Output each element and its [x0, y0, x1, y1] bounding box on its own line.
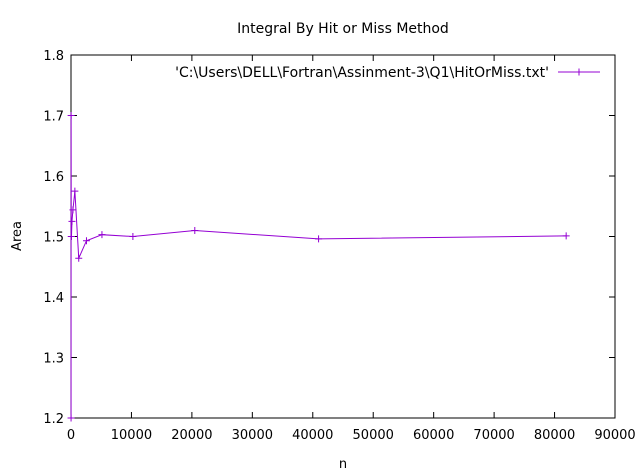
data-point: [71, 187, 79, 195]
data-point: [67, 112, 75, 119]
ticks: 0 10000 20000 30000 40000 50000 60000 70000 8000…: [43, 49, 635, 443]
data-point: [562, 232, 570, 240]
x-tick-label: 10000: [111, 428, 152, 443]
x-tick-label: 90000: [594, 428, 635, 443]
data-point: [67, 233, 75, 240]
y-tick-label: 1.2: [43, 412, 64, 427]
data-point: [82, 237, 90, 245]
data-point: [98, 231, 106, 239]
y-tick-label: 1.3: [43, 352, 64, 367]
data-point: [69, 206, 77, 214]
y-tick-label: 1.6: [43, 170, 64, 185]
y-tick-label: 1.4: [43, 291, 64, 306]
x-tick-label: 20000: [171, 428, 212, 443]
x-tick-label: 0: [67, 428, 75, 443]
legend-label: 'C:\Users\DELL\Fortran\Assinment-3\Q1\Hi…: [175, 65, 549, 81]
x-tick-label: 50000: [353, 428, 394, 443]
data-point: [75, 254, 83, 262]
y-axis-label: Area: [10, 221, 25, 251]
y-tick-label: 1.5: [43, 231, 64, 246]
data-point: [129, 233, 137, 240]
x-tick-label: 30000: [232, 428, 273, 443]
x-tick-label: 80000: [534, 428, 575, 443]
legend-marker: [575, 68, 583, 76]
data-point: [67, 414, 75, 422]
series-layer: [67, 112, 570, 422]
legend: 'C:\Users\DELL\Fortran\Assinment-3\Q1\Hi…: [175, 65, 600, 81]
x-tick-label: 70000: [473, 428, 514, 443]
data-point: [191, 226, 199, 234]
x-tick-label: 40000: [292, 428, 333, 443]
x-tick-label: 60000: [413, 428, 454, 443]
series-line: [70, 115, 567, 419]
data-point: [68, 217, 76, 225]
y-tick-label: 1.8: [43, 49, 64, 64]
y-tick-label: 1.7: [43, 110, 64, 125]
data-point: [315, 235, 323, 243]
chart-title: Integral By Hit or Miss Method: [237, 21, 449, 37]
x-axis-label: n: [339, 457, 347, 472]
